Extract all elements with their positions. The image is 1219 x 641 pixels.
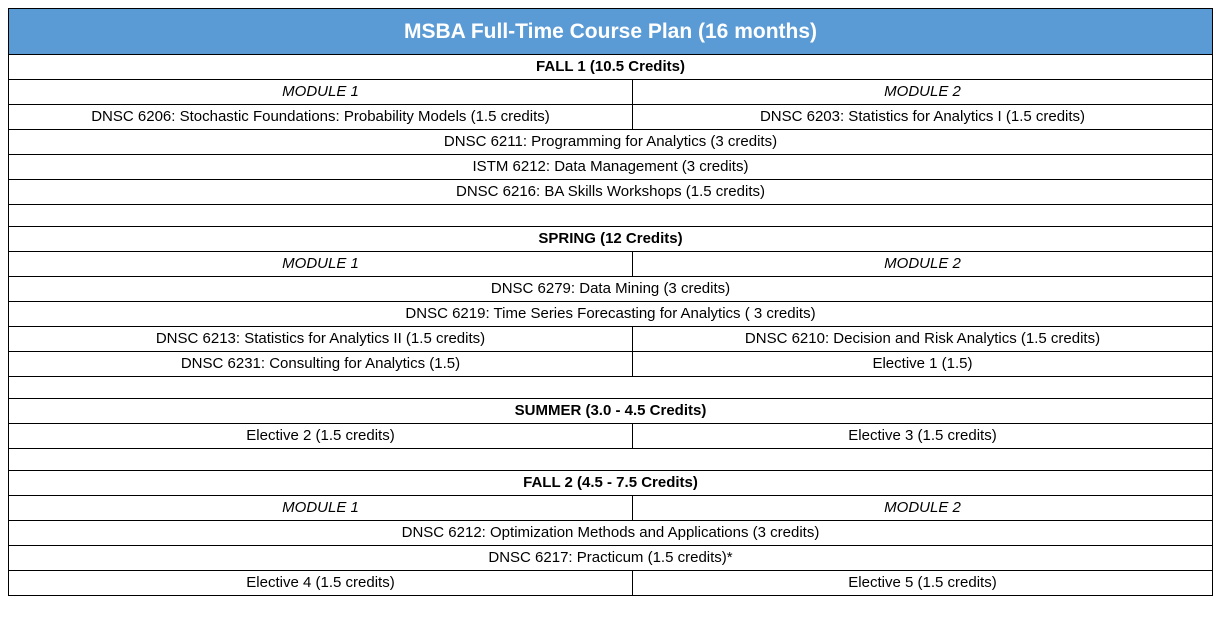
course-cell: Elective 4 (1.5 credits) xyxy=(8,570,633,596)
spacer-cell xyxy=(8,448,1213,471)
spacer-row xyxy=(8,448,1213,471)
course-row: Elective 2 (1.5 credits) Elective 3 (1.5… xyxy=(8,423,1213,449)
term-heading-summer: SUMMER (3.0 - 4.5 Credits) xyxy=(8,398,1213,424)
title-row: MSBA Full-Time Course Plan (16 months) xyxy=(8,8,1213,55)
course-cell: Elective 2 (1.5 credits) xyxy=(8,423,633,449)
spacer-row xyxy=(8,204,1213,227)
course-row: ISTM 6212: Data Management (3 credits) xyxy=(8,154,1213,180)
course-cell: Elective 3 (1.5 credits) xyxy=(632,423,1213,449)
course-row: Elective 4 (1.5 credits) Elective 5 (1.5… xyxy=(8,570,1213,596)
module-1-header: MODULE 1 xyxy=(8,79,633,105)
module-2-header: MODULE 2 xyxy=(632,495,1213,521)
course-cell: DNSC 6203: Statistics for Analytics I (1… xyxy=(632,104,1213,130)
module-1-header: MODULE 1 xyxy=(8,251,633,277)
course-cell: DNSC 6219: Time Series Forecasting for A… xyxy=(8,301,1213,327)
module-1-header: MODULE 1 xyxy=(8,495,633,521)
course-row: DNSC 6206: Stochastic Foundations: Proba… xyxy=(8,104,1213,130)
spacer-cell xyxy=(8,204,1213,227)
course-cell: DNSC 6210: Decision and Risk Analytics (… xyxy=(632,326,1213,352)
course-row: DNSC 6279: Data Mining (3 credits) xyxy=(8,276,1213,302)
course-cell: DNSC 6217: Practicum (1.5 credits)* xyxy=(8,545,1213,571)
course-row: DNSC 6231: Consulting for Analytics (1.5… xyxy=(8,351,1213,377)
course-cell: DNSC 6213: Statistics for Analytics II (… xyxy=(8,326,633,352)
course-plan-sheet: MSBA Full-Time Course Plan (16 months) F… xyxy=(8,8,1213,596)
course-row: DNSC 6213: Statistics for Analytics II (… xyxy=(8,326,1213,352)
course-row: DNSC 6212: Optimization Methods and Appl… xyxy=(8,520,1213,546)
term-heading-row: FALL 2 (4.5 - 7.5 Credits) xyxy=(8,470,1213,496)
course-cell: ISTM 6212: Data Management (3 credits) xyxy=(8,154,1213,180)
course-cell: DNSC 6212: Optimization Methods and Appl… xyxy=(8,520,1213,546)
term-heading-spring: SPRING (12 Credits) xyxy=(8,226,1213,252)
course-row: DNSC 6217: Practicum (1.5 credits)* xyxy=(8,545,1213,571)
term-heading-fall1: FALL 1 (10.5 Credits) xyxy=(8,54,1213,80)
module-2-header: MODULE 2 xyxy=(632,251,1213,277)
course-cell: DNSC 6211: Programming for Analytics (3 … xyxy=(8,129,1213,155)
module-header-row: MODULE 1 MODULE 2 xyxy=(8,79,1213,105)
spacer-row xyxy=(8,376,1213,399)
plan-title: MSBA Full-Time Course Plan (16 months) xyxy=(8,8,1213,55)
course-cell: Elective 1 (1.5) xyxy=(632,351,1213,377)
term-heading-fall2: FALL 2 (4.5 - 7.5 Credits) xyxy=(8,470,1213,496)
course-row: DNSC 6211: Programming for Analytics (3 … xyxy=(8,129,1213,155)
course-cell: DNSC 6231: Consulting for Analytics (1.5… xyxy=(8,351,633,377)
term-heading-row: SUMMER (3.0 - 4.5 Credits) xyxy=(8,398,1213,424)
course-plan-table: MSBA Full-Time Course Plan (16 months) F… xyxy=(8,8,1213,596)
term-heading-row: SPRING (12 Credits) xyxy=(8,226,1213,252)
module-header-row: MODULE 1 MODULE 2 xyxy=(8,495,1213,521)
course-cell: Elective 5 (1.5 credits) xyxy=(632,570,1213,596)
course-cell: DNSC 6216: BA Skills Workshops (1.5 cred… xyxy=(8,179,1213,205)
term-heading-row: FALL 1 (10.5 Credits) xyxy=(8,54,1213,80)
course-cell: DNSC 6279: Data Mining (3 credits) xyxy=(8,276,1213,302)
course-cell: DNSC 6206: Stochastic Foundations: Proba… xyxy=(8,104,633,130)
module-header-row: MODULE 1 MODULE 2 xyxy=(8,251,1213,277)
course-row: DNSC 6219: Time Series Forecasting for A… xyxy=(8,301,1213,327)
course-row: DNSC 6216: BA Skills Workshops (1.5 cred… xyxy=(8,179,1213,205)
spacer-cell xyxy=(8,376,1213,399)
module-2-header: MODULE 2 xyxy=(632,79,1213,105)
